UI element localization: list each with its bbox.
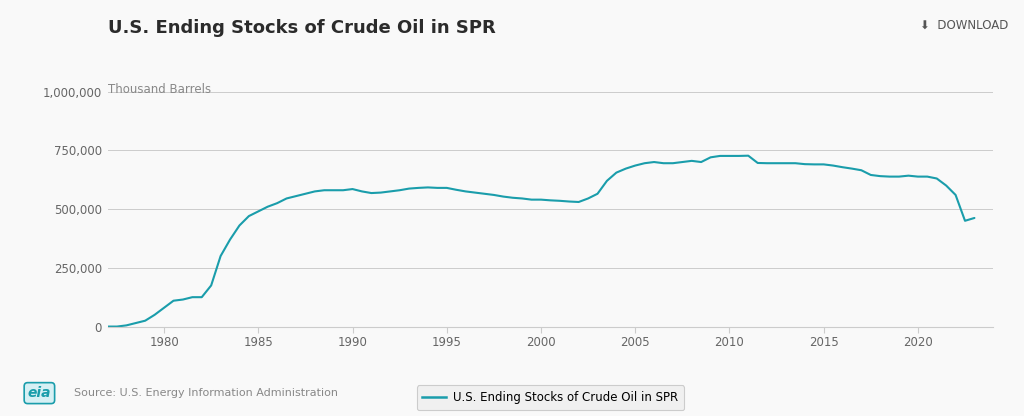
Legend: U.S. Ending Stocks of Crude Oil in SPR: U.S. Ending Stocks of Crude Oil in SPR: [417, 385, 684, 410]
Text: ⬇  DOWNLOAD: ⬇ DOWNLOAD: [921, 19, 1009, 32]
Text: Source: U.S. Energy Information Administration: Source: U.S. Energy Information Administ…: [74, 388, 338, 398]
Text: Thousand Barrels: Thousand Barrels: [108, 83, 211, 96]
Text: U.S. Ending Stocks of Crude Oil in SPR: U.S. Ending Stocks of Crude Oil in SPR: [108, 19, 496, 37]
Text: eia: eia: [28, 386, 51, 400]
